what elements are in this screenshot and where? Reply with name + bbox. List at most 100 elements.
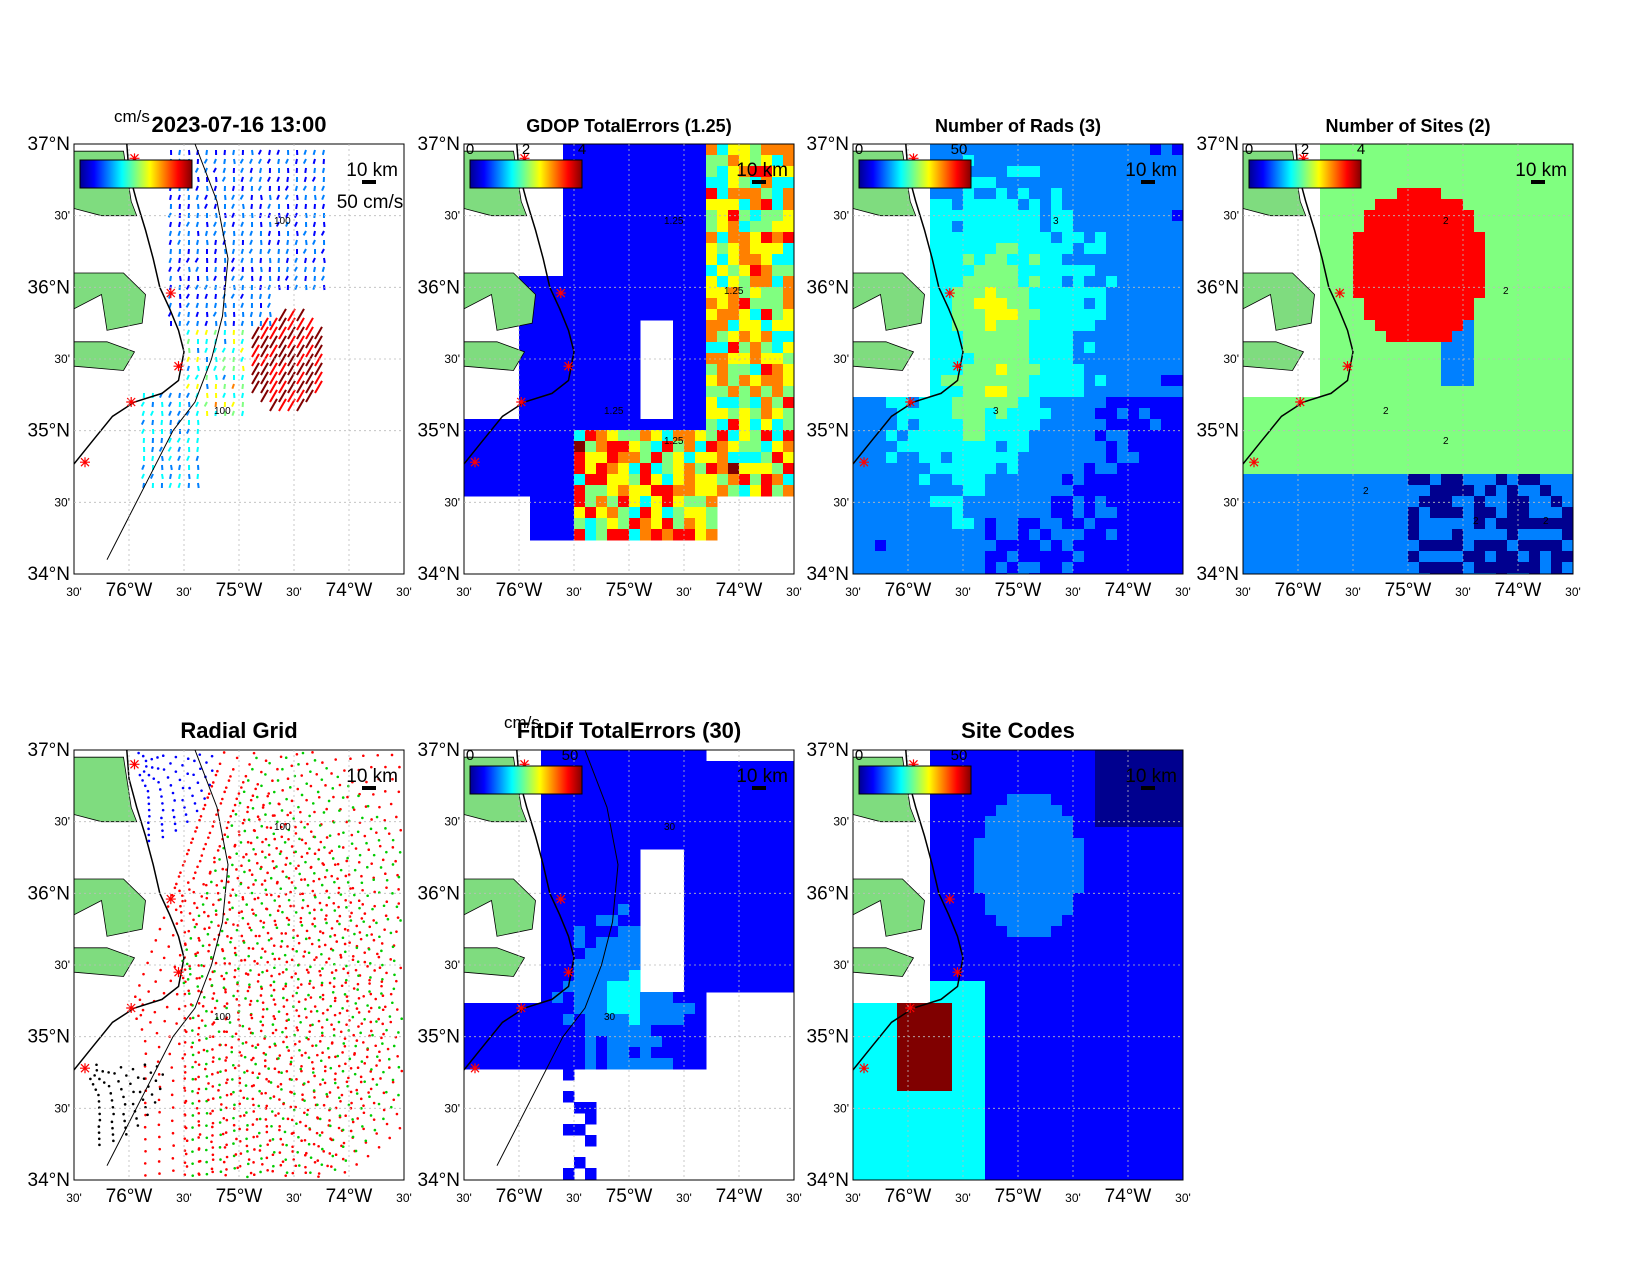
lat-tick-label: 30' — [54, 352, 70, 366]
plot-area — [74, 750, 404, 1179]
contour-label: 100 — [214, 1012, 231, 1023]
lat-tick-label: 30' — [54, 815, 70, 829]
lat-tick-label: 30' — [833, 352, 849, 366]
lon-tick-label: 76°W — [1275, 580, 1322, 601]
site-marker — [173, 361, 184, 372]
contour-label: 1.25 — [664, 216, 684, 227]
lon-tick-label: 30' — [566, 1191, 582, 1205]
scale-bar-label: 10 km — [1125, 766, 1177, 787]
land-area — [464, 947, 526, 977]
coastline — [464, 750, 575, 1072]
panel-nrads: 30' 76°W 30' 75°W 30' 74°W 30'37°N30'36°N30'35… — [807, 116, 1191, 601]
site-marker — [165, 288, 176, 299]
lat-tick-label: 30' — [1223, 209, 1239, 223]
lat-tick-label: 36°N — [418, 277, 460, 298]
contour-label: 3 — [993, 406, 999, 417]
lat-tick-label: 36°N — [418, 883, 460, 904]
isobath-contour — [496, 750, 619, 1166]
site-marker — [516, 397, 527, 407]
lon-tick-label: 76°W — [885, 1186, 932, 1207]
land-area — [853, 272, 925, 331]
lat-tick-label: 35°N — [807, 1027, 849, 1048]
lon-tick-label: 75°W — [216, 1186, 263, 1207]
lon-tick-label: 30' — [1455, 585, 1471, 599]
contour-label: 30 — [664, 822, 676, 833]
land-area — [1243, 341, 1305, 371]
isobath-contour — [106, 750, 229, 1166]
lon-tick-label: 76°W — [496, 580, 543, 601]
panel-nsites: 30' 76°W 30' 75°W 30' 74°W 30' 37°N 30' 36°N 30' 35… — [1197, 116, 1581, 601]
site-marker — [165, 894, 176, 905]
lat-tick-label: 35°N — [28, 1027, 70, 1048]
colorbar-tick: 2 — [1301, 141, 1309, 158]
scale-bar-label: 10 km — [736, 766, 788, 787]
site-marker — [859, 1063, 869, 1074]
lat-tick-label: 34°N — [28, 1170, 70, 1191]
contour-label: 1.25 — [664, 436, 684, 447]
colorbar-tick: 0 — [466, 747, 474, 764]
lon-tick-label: 30' — [66, 585, 82, 599]
lon-tick-label: 30' — [955, 585, 971, 599]
lat-tick-label: 36°N — [28, 883, 70, 904]
land-area — [74, 947, 136, 977]
contour-label: 3 — [1053, 216, 1059, 227]
scale-bar-label: 10 km — [1515, 160, 1567, 181]
lon-tick-label: 30' — [955, 1191, 971, 1205]
lon-tick-label: 74°W — [716, 1186, 763, 1207]
land-area — [464, 341, 526, 371]
lat-tick-label: 30' — [833, 209, 849, 223]
lon-tick-label: 30' — [176, 585, 192, 599]
lat-tick-label: 35°N — [418, 421, 460, 442]
lon-tick-label: 76°W — [496, 1186, 543, 1207]
coastline — [1243, 144, 1354, 466]
scale-bar-label: 10 km — [736, 160, 788, 181]
lon-tick-label: 30' — [1565, 585, 1581, 599]
lon-tick-label: 30' — [1345, 585, 1361, 599]
panel-title: GDOP TotalErrors (1.25) — [526, 116, 731, 136]
lon-tick-label: 30' — [845, 1191, 861, 1205]
lon-tick-label: 74°W — [1105, 1186, 1152, 1207]
colorbar-unit: cm/s — [114, 107, 150, 126]
panel-fitdif: 30' 76°W 30' 75°W 30' 74°W 30' 37°N 30' 36°N 30' 35… — [418, 713, 802, 1207]
panel-title: Number of Sites (2) — [1325, 116, 1490, 136]
land-area — [464, 878, 536, 937]
colorbar-unit: cm/s — [504, 713, 540, 732]
lon-tick-label: 76°W — [885, 580, 932, 601]
lon-tick-label: 30' — [286, 585, 302, 599]
lat-tick-label: 30' — [444, 1101, 460, 1115]
lat-tick-label: 36°N — [28, 277, 70, 298]
lon-tick-label: 30' — [1065, 1191, 1081, 1205]
site-marker — [1334, 288, 1345, 299]
colorbar — [79, 159, 193, 189]
lat-tick-label: 30' — [833, 495, 849, 509]
site-marker — [563, 361, 574, 372]
site-marker — [944, 894, 955, 905]
lat-tick-label: 30' — [444, 352, 460, 366]
contour-label: 100 — [214, 406, 231, 417]
contour-label: 2 — [1443, 436, 1449, 447]
colorbar — [1248, 159, 1362, 189]
lat-tick-label: 37°N — [418, 134, 460, 155]
lon-tick-label: 75°W — [995, 580, 1042, 601]
lon-tick-label: 74°W — [326, 1186, 373, 1207]
site-marker — [80, 457, 90, 468]
scale-bar-label: 10 km — [346, 160, 398, 181]
land-area — [853, 878, 925, 937]
coastline — [853, 144, 964, 466]
contour-label: 2 — [1503, 286, 1509, 297]
colorbar-tick: 0 — [855, 141, 863, 158]
land-area — [853, 947, 915, 977]
lon-tick-label: 74°W — [326, 580, 373, 601]
lon-tick-label: 30' — [1065, 585, 1081, 599]
colorbar-tick: 0 — [855, 747, 863, 764]
colorbar-tick: 0 — [466, 141, 474, 158]
colorbar-tick: 4 — [578, 141, 586, 158]
lon-tick-label: 30' — [286, 1191, 302, 1205]
lon-tick-label: 30' — [396, 585, 412, 599]
plot-area — [464, 144, 794, 541]
lon-tick-label: 76°W — [106, 580, 153, 601]
land-area — [74, 878, 146, 937]
lat-tick-label: 30' — [444, 495, 460, 509]
panel-title: Number of Rads (3) — [935, 116, 1101, 136]
lon-tick-label: 75°W — [606, 1186, 653, 1207]
